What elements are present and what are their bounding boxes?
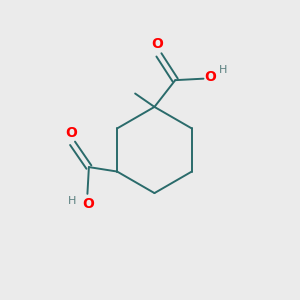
Text: O: O — [82, 197, 94, 212]
Text: O: O — [65, 126, 77, 140]
Text: H: H — [219, 65, 227, 75]
Text: O: O — [204, 70, 216, 84]
Text: O: O — [152, 37, 164, 51]
Text: H: H — [68, 196, 76, 206]
